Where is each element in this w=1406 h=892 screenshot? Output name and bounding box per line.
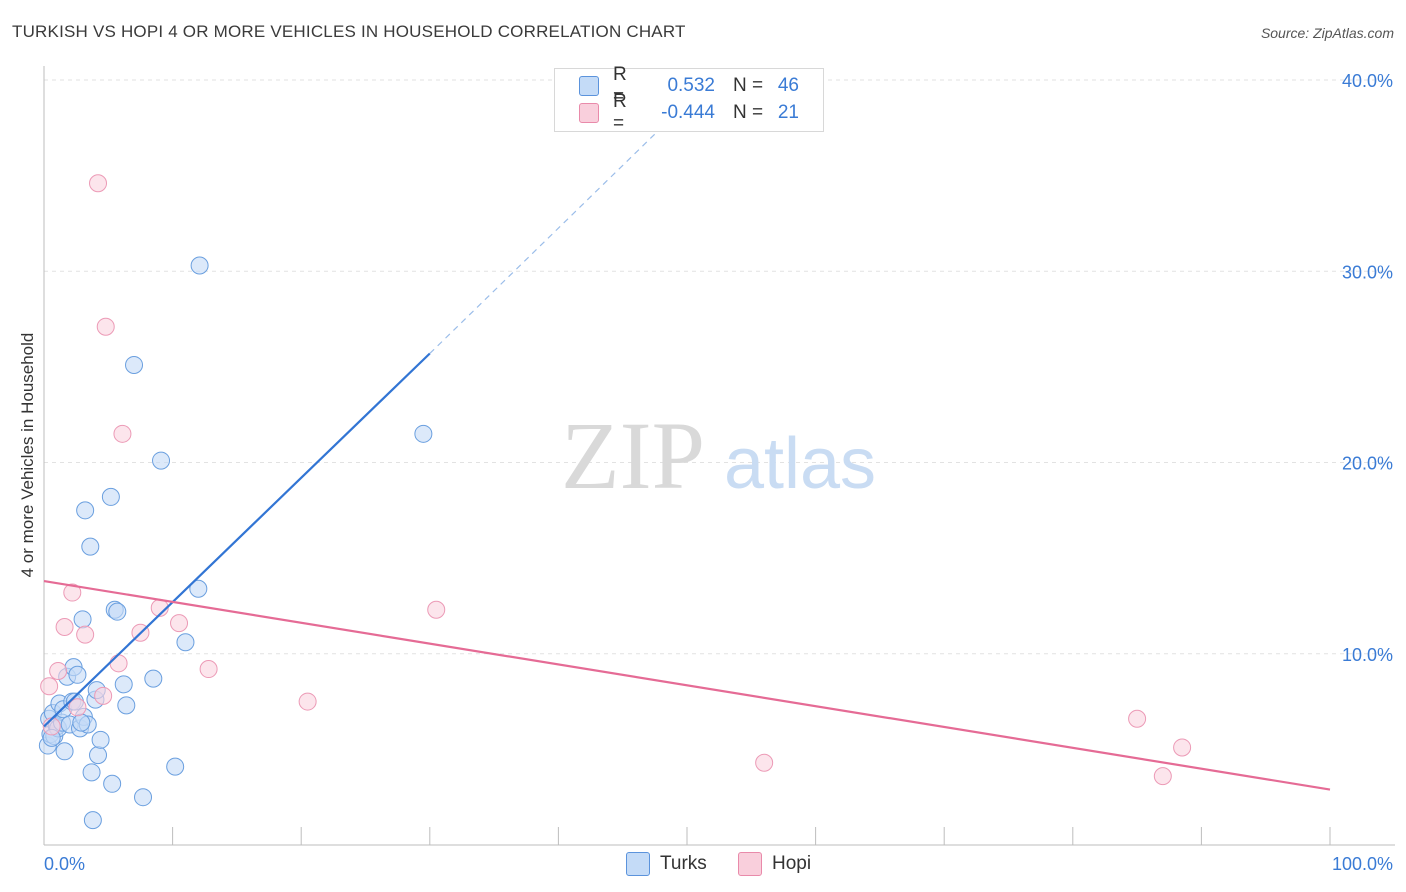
legend-r-label: R =	[613, 91, 627, 134]
data-point-hopi	[94, 686, 113, 705]
data-point-hopi	[113, 424, 132, 443]
data-point-turks	[189, 579, 208, 598]
legend-swatch-turks	[579, 76, 599, 96]
data-point-hopi	[89, 174, 108, 193]
data-point-turks	[114, 675, 133, 694]
legend-n-turks: 46	[777, 75, 799, 96]
data-point-turks	[76, 501, 95, 520]
tick-labels: 10.0% 20.0% 30.0% 40.0% 0.0% 100.0%	[44, 71, 1393, 874]
y-axis-label: 4 or more Vehicles in Household	[18, 332, 37, 578]
data-point-turks	[152, 451, 171, 470]
series-legend: Turks Hopi	[0, 852, 1406, 878]
legend-item-hopi[interactable]: Hopi	[738, 852, 811, 876]
data-point-turks	[190, 256, 209, 275]
y-tick-label: 40.0%	[1342, 71, 1393, 91]
data-point-turks	[82, 763, 101, 782]
trend-lines	[43, 127, 1331, 791]
data-point-turks	[117, 696, 136, 715]
x-tick-label: 0.0%	[44, 854, 85, 874]
legend-item-turks[interactable]: Turks	[626, 852, 707, 876]
data-point-turks	[125, 355, 144, 374]
data-point-turks	[103, 774, 122, 793]
trend-line-hopi	[43, 579, 1331, 791]
data-point-hopi	[68, 698, 87, 717]
data-point-turks	[83, 811, 102, 830]
correlation-legend: R = 0.532 N = 46 R = -0.444 N = 21	[554, 64, 824, 134]
data-point-turks	[89, 746, 108, 765]
data-point-hopi	[1128, 709, 1147, 728]
data-point-hopi	[109, 654, 128, 673]
legend-r-turks: 0.532	[667, 75, 715, 96]
data-point-turks	[55, 742, 74, 761]
data-point-turks	[144, 669, 163, 688]
data-point-turks	[72, 713, 91, 732]
legend-swatch-hopi	[738, 852, 762, 876]
legend-n-hopi: 21	[777, 102, 799, 123]
data-point-hopi	[427, 600, 446, 619]
data-point-turks	[134, 788, 153, 807]
x-tick-label: 100.0%	[1332, 854, 1393, 874]
legend-n-label: N =	[733, 102, 764, 123]
data-point-hopi	[755, 753, 774, 772]
watermark: ZIP atlas	[561, 402, 876, 509]
source-label: Source: ZipAtlas.com	[1260, 25, 1394, 41]
chart-title: TURKISH VS HOPI 4 OR MORE VEHICLES IN HO…	[12, 22, 686, 41]
data-point-hopi	[63, 583, 82, 602]
y-tick-label: 20.0%	[1342, 454, 1393, 474]
data-point-hopi	[55, 617, 74, 636]
data-point-turks	[176, 633, 195, 652]
trend-line-turks	[43, 352, 431, 728]
gridlines	[44, 79, 1395, 655]
data-point-turks	[414, 424, 433, 443]
legend-swatch-turks	[626, 852, 650, 876]
legend-row-turks: R = 0.532 N = 46	[579, 64, 799, 107]
legend-label-hopi: Hopi	[772, 853, 812, 874]
data-point-hopi	[49, 661, 68, 680]
legend-n-label: N =	[733, 75, 764, 96]
watermark-atlas: atlas	[724, 424, 876, 504]
data-point-hopi	[40, 677, 59, 696]
data-point-turks	[108, 602, 127, 621]
data-point-hopi	[1173, 738, 1192, 757]
watermark-zip: ZIP	[561, 402, 705, 509]
data-point-hopi	[1153, 767, 1172, 786]
data-point-hopi	[76, 625, 95, 644]
data-point-hopi	[96, 317, 115, 336]
y-tick-label: 10.0%	[1342, 645, 1393, 665]
legend-label-turks: Turks	[660, 853, 707, 874]
data-point-turks	[73, 610, 92, 629]
data-point-turks	[81, 537, 100, 556]
y-tick-label: 30.0%	[1342, 262, 1393, 282]
data-point-hopi	[170, 614, 189, 633]
legend-r-hopi: -0.444	[661, 102, 715, 123]
data-point-turks	[101, 487, 120, 506]
trend-line-turks-extension	[429, 127, 662, 354]
data-points	[38, 174, 1192, 830]
data-point-hopi	[298, 692, 317, 711]
data-point-turks	[166, 757, 185, 776]
axes	[43, 66, 1395, 846]
legend-row-hopi: R = -0.444 N = 21	[579, 91, 799, 134]
legend-swatch-hopi	[579, 103, 599, 123]
data-point-turks	[91, 730, 110, 749]
data-point-hopi	[199, 660, 218, 679]
legend-r-label: R =	[613, 64, 627, 107]
data-point-turks	[68, 665, 87, 684]
